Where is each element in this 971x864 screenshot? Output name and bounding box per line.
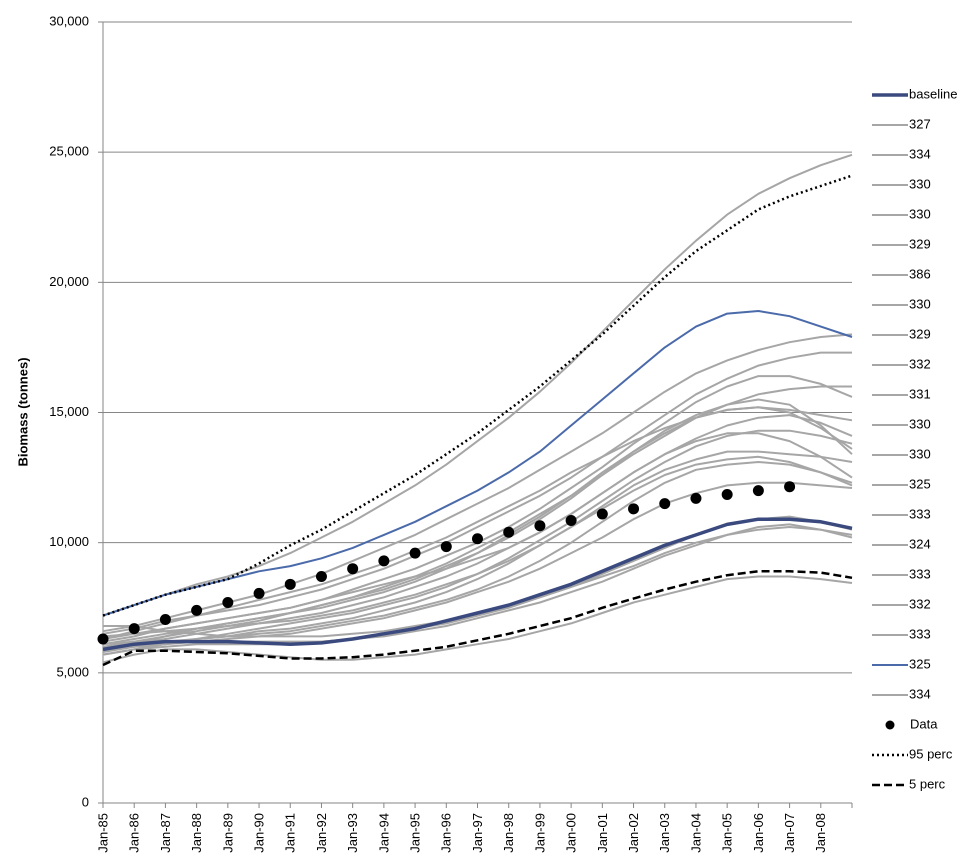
data-point <box>752 485 764 497</box>
x-tick-label: Jan-96 <box>439 813 454 853</box>
legend-label: 329 <box>909 326 931 341</box>
x-tick-label: Jan-03 <box>657 813 672 853</box>
data-point <box>503 526 515 538</box>
series-line <box>102 450 853 653</box>
data-point <box>191 604 203 616</box>
data-point <box>565 515 577 527</box>
x-tick-label: Jan-86 <box>127 813 142 853</box>
legend-label: Data <box>910 716 938 731</box>
series-line <box>102 351 852 635</box>
data-point <box>596 508 608 520</box>
data-point <box>690 492 702 504</box>
legend-label: 333 <box>909 566 931 581</box>
data-point <box>222 597 234 609</box>
x-tick-label: Jan-98 <box>501 813 516 853</box>
series-line <box>102 333 853 633</box>
x-tick-label: Jan-95 <box>408 813 423 853</box>
series-line <box>102 432 853 640</box>
legend-label: 330 <box>909 206 931 221</box>
data-point <box>159 613 171 625</box>
legend-label: 330 <box>909 416 931 431</box>
legend-label: 95 perc <box>909 746 953 761</box>
y-tick-label: 5,000 <box>56 664 89 679</box>
data-point <box>472 533 483 545</box>
series-line <box>102 570 853 667</box>
x-tick-label: Jan-00 <box>564 813 579 853</box>
data-point <box>628 503 640 515</box>
data-point <box>784 481 796 493</box>
series-line <box>102 575 853 664</box>
x-tick-label: Jan-89 <box>220 813 235 853</box>
x-tick-label: Jan-01 <box>595 813 610 853</box>
x-tick-label: Jan-07 <box>782 813 797 853</box>
series-line <box>102 406 853 646</box>
x-tick-label: Jan-85 <box>95 813 110 853</box>
legend-label: 333 <box>909 506 931 521</box>
legend-label: 332 <box>909 596 931 611</box>
x-tick-label: Jan-91 <box>283 813 298 853</box>
data-point <box>440 541 452 553</box>
data-point <box>659 498 671 510</box>
y-tick-label: 20,000 <box>49 274 89 289</box>
legend-label: baseline <box>909 86 957 101</box>
legend-label: 325 <box>909 476 931 491</box>
legend-label: 386 <box>909 266 931 281</box>
legend-label: 324 <box>909 536 931 551</box>
y-tick-label: 25,000 <box>49 144 89 159</box>
x-tick-label: Jan-93 <box>345 813 360 853</box>
data-point <box>378 555 390 567</box>
y-tick-label: 15,000 <box>49 404 89 419</box>
x-tick-label: Jan-88 <box>189 813 204 853</box>
x-tick-label: Jan-99 <box>532 813 547 853</box>
series-line <box>102 153 853 617</box>
legend-label: 330 <box>909 176 931 191</box>
y-tick-label: 30,000 <box>49 13 89 28</box>
legend-label: 332 <box>909 356 931 371</box>
data-point <box>315 571 327 583</box>
series-line <box>102 455 853 638</box>
legend-label: 334 <box>909 686 931 701</box>
legend-label: 333 <box>909 626 931 641</box>
legend-label: 334 <box>909 146 931 161</box>
x-tick-label: Jan-90 <box>251 813 266 853</box>
x-tick-label: Jan-97 <box>470 813 485 853</box>
series-line <box>102 375 853 643</box>
x-tick-label: Jan-05 <box>720 813 735 853</box>
data-point <box>347 563 359 575</box>
x-tick-label: Jan-92 <box>314 813 329 853</box>
x-tick-label: Jan-04 <box>688 813 703 853</box>
series-line <box>102 385 852 648</box>
data-point <box>97 633 109 645</box>
data-point <box>534 520 546 532</box>
legend-label: 327 <box>909 116 931 131</box>
x-tick-label: Jan-87 <box>158 813 173 853</box>
series-line <box>102 481 853 651</box>
y-tick-label: 10,000 <box>49 534 89 549</box>
data-point <box>409 547 421 559</box>
legend-label: 331 <box>909 386 931 401</box>
legend-label: 5 perc <box>909 776 946 791</box>
legend-label: 330 <box>909 296 931 311</box>
legend-label: 329 <box>909 236 931 251</box>
data-point <box>721 489 733 501</box>
legend-marker <box>885 720 895 730</box>
legend-label: 330 <box>909 446 931 461</box>
y-axis-label: Biomass (tonnes) <box>15 357 30 466</box>
data-point <box>284 578 296 590</box>
x-tick-label: Jan-08 <box>813 813 828 853</box>
data-point <box>128 623 140 635</box>
y-tick-label: 0 <box>82 794 89 809</box>
series-line <box>102 174 853 617</box>
x-tick-label: Jan-02 <box>626 813 641 853</box>
x-tick-label: Jan-94 <box>376 813 391 853</box>
x-tick-label: Jan-06 <box>751 813 766 853</box>
series-line <box>102 517 853 652</box>
legend-label: 325 <box>909 656 931 671</box>
series-line <box>102 414 853 651</box>
data-point <box>253 587 265 599</box>
